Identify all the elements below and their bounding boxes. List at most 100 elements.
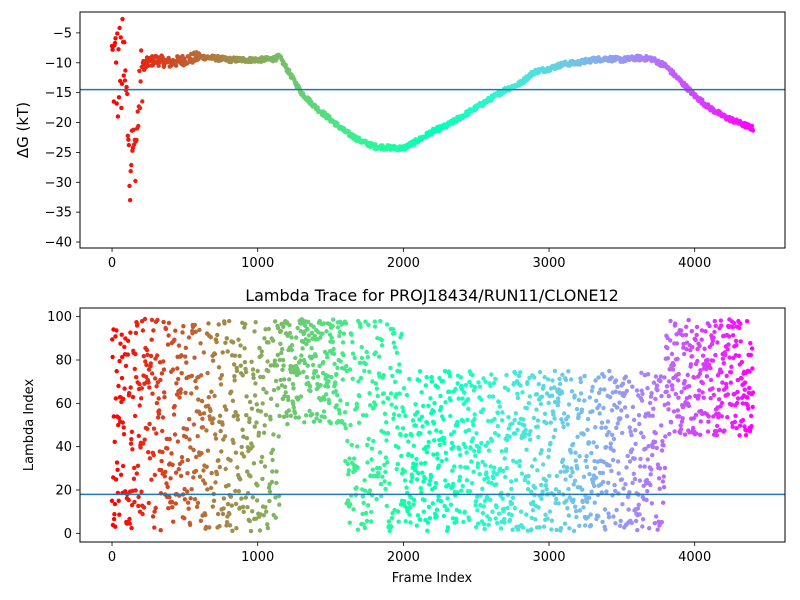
lambda-point (149, 477, 154, 482)
lambda-point (305, 363, 310, 368)
lambda-point (716, 387, 722, 392)
lambda-point (389, 515, 395, 521)
lambda-point (179, 455, 185, 460)
lambda-point (400, 426, 406, 431)
lambda-point (525, 379, 530, 385)
lambda-point (668, 318, 673, 324)
lambda-point (483, 379, 488, 384)
lambda-point (699, 337, 704, 342)
lambda-point (206, 395, 211, 400)
lambda-point (179, 371, 184, 376)
lambda-point (480, 459, 485, 464)
lambda-point (192, 355, 197, 360)
lambda-point (529, 489, 534, 494)
lambda-point (170, 367, 176, 372)
delta-g-axes-frame (79, 11, 786, 249)
lambda-point (750, 366, 755, 371)
lambda-point (224, 407, 229, 412)
lambda-point (617, 523, 623, 528)
lambda-point (736, 353, 742, 358)
lambda-point (226, 483, 231, 488)
lambda-point (158, 377, 163, 383)
lambda-point (198, 518, 204, 523)
lambda-point (424, 450, 430, 455)
lambda-point (555, 403, 560, 408)
delta-g-point (124, 84, 129, 90)
lambda-point (139, 396, 144, 401)
lambda-point (610, 457, 616, 463)
lambda-point (532, 492, 537, 498)
lambda-point (564, 465, 570, 470)
lambda-point (194, 454, 199, 460)
lambda-point (287, 322, 292, 328)
lambda-point (613, 378, 619, 383)
lambda-point (434, 428, 439, 433)
lambda-point (455, 381, 460, 386)
lambda-point (738, 321, 743, 326)
lambda-point (310, 412, 315, 417)
lambda-point (242, 360, 248, 365)
lambda-point (264, 509, 269, 514)
lambda-point (497, 404, 502, 409)
lambda-point (197, 327, 202, 333)
delta-g-point (131, 127, 136, 132)
lambda-point (235, 413, 240, 418)
lambda-point (563, 477, 568, 482)
lambda-point (731, 320, 737, 326)
lambda-point (362, 525, 368, 531)
lambda-point (287, 330, 293, 336)
lambda-point (205, 487, 210, 492)
lambda-point (678, 430, 683, 436)
lambda-point (475, 461, 481, 466)
lambda-point (473, 499, 479, 504)
lambda-point (290, 364, 295, 369)
delta-g-point (130, 145, 136, 150)
lambda-point (721, 361, 726, 366)
lambda-point (503, 474, 508, 480)
lambda-point (410, 475, 415, 480)
lambda-point (397, 391, 402, 396)
lambda-point (637, 478, 643, 483)
lambda-point (564, 498, 569, 503)
lambda-point (163, 326, 169, 332)
lambda-point (346, 468, 352, 473)
lambda-point (113, 477, 119, 482)
lambda-point (535, 418, 541, 423)
lambda-point (560, 372, 565, 377)
lambda-point (592, 483, 597, 489)
lambda-point (474, 431, 479, 436)
lambda-point (697, 371, 703, 376)
lambda-y-tick-label: 60 (55, 397, 72, 412)
lambda-x-tick: 1000 (241, 542, 274, 565)
lambda-point (217, 413, 223, 418)
lambda-point (224, 520, 230, 525)
lambda-point (186, 335, 192, 340)
lambda-point (289, 343, 295, 348)
lambda-point (286, 397, 291, 403)
lambda-point (366, 436, 371, 442)
lambda-point (471, 422, 476, 428)
lambda-point (725, 415, 730, 420)
lambda-point (419, 490, 424, 495)
lambda-point (437, 442, 442, 447)
lambda-point (115, 467, 120, 472)
lambda-point (311, 375, 316, 380)
lambda-y-tick-label: 0 (64, 527, 72, 542)
lambda-point (490, 394, 496, 399)
lambda-point (373, 381, 379, 386)
lambda-point (238, 363, 243, 368)
lambda-point (706, 414, 711, 419)
lambda-point (298, 394, 304, 399)
lambda-point (348, 502, 353, 507)
lambda-point (163, 469, 168, 475)
lambda-point (333, 380, 338, 385)
lambda-point (599, 425, 604, 430)
lambda-point (419, 390, 424, 395)
lambda-point (557, 381, 563, 387)
lambda-point (597, 411, 602, 416)
lambda-point (750, 404, 755, 410)
lambda-point (277, 502, 282, 507)
delta-g-y-tick: −25 (45, 146, 80, 161)
lambda-point (368, 519, 374, 524)
lambda-point (227, 318, 232, 324)
